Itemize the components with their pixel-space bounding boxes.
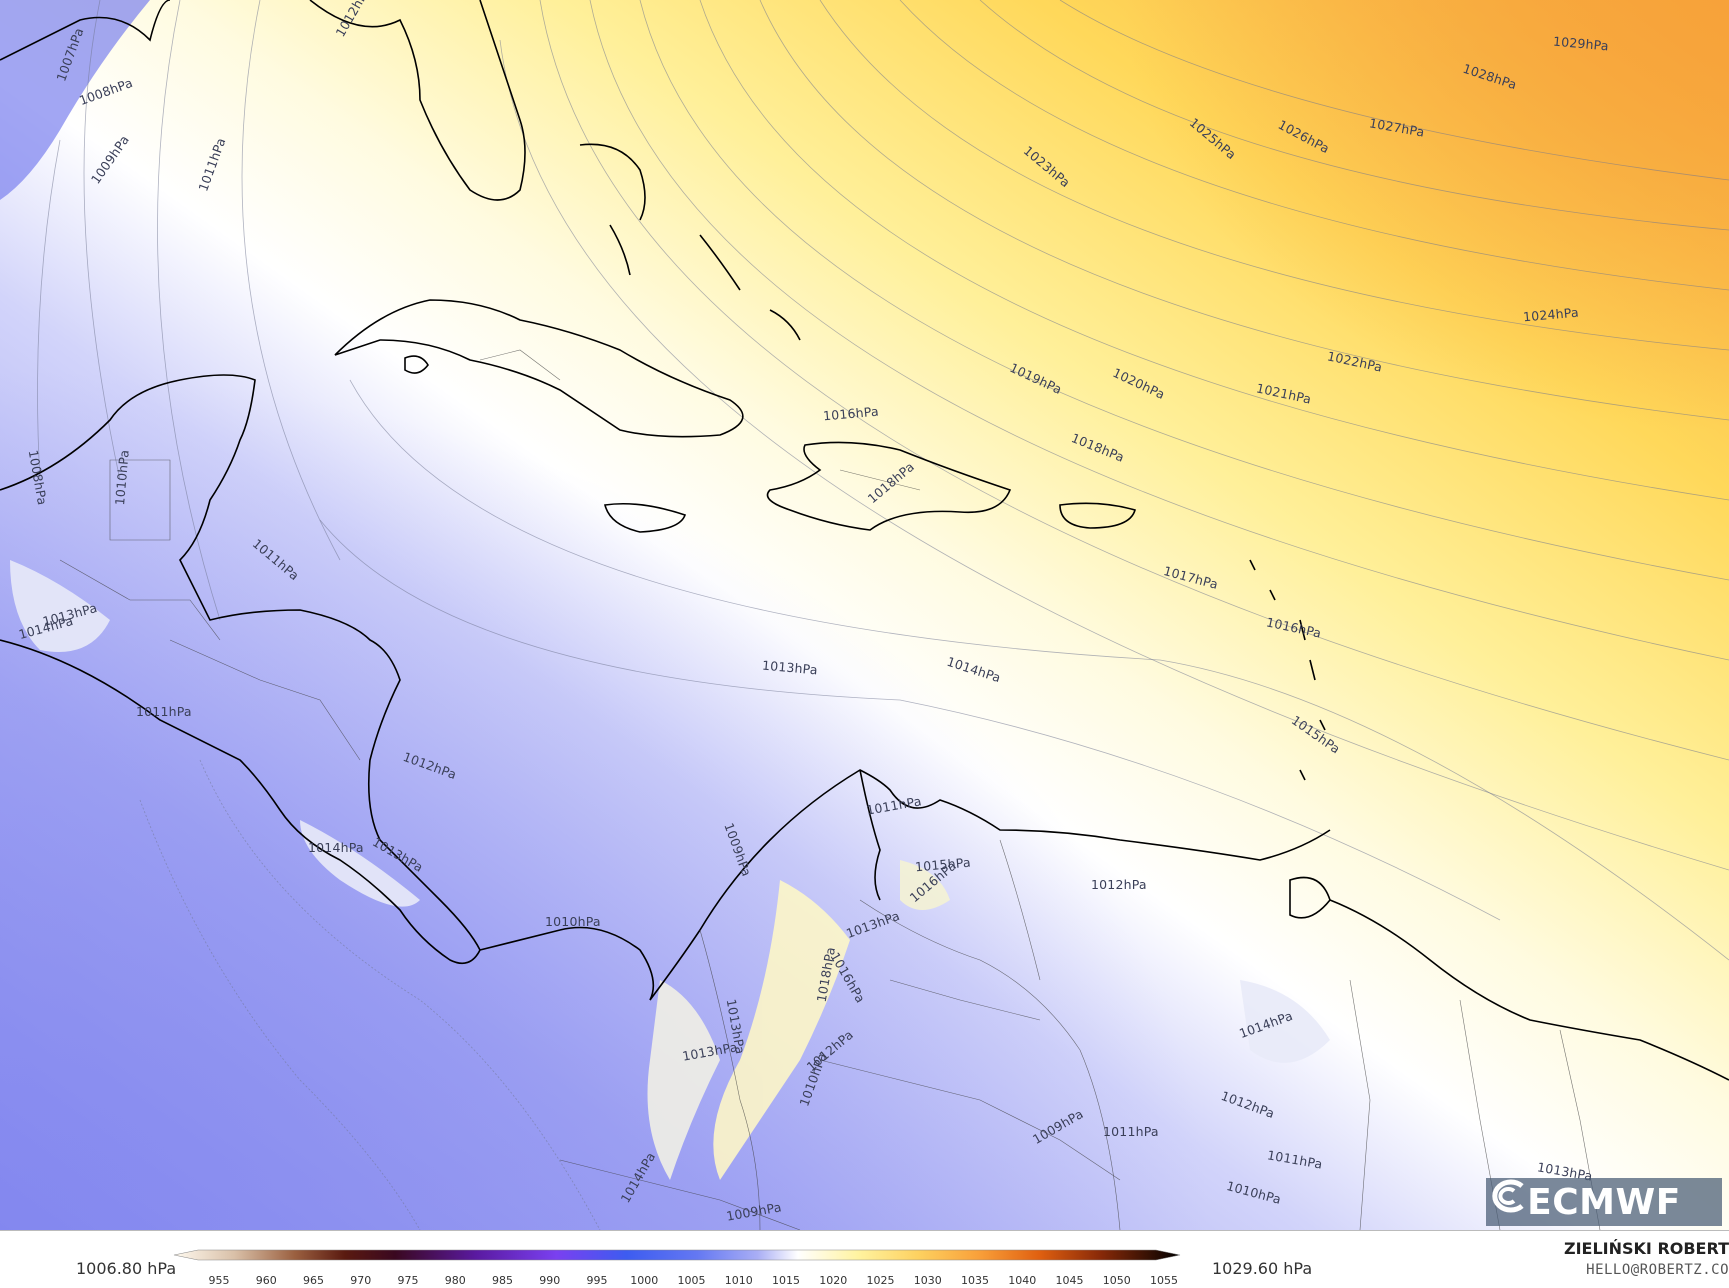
author-email: HELLO@ROBERTZ.CO <box>1586 1262 1729 1278</box>
colorbar-tick-label: 985 <box>492 1274 513 1287</box>
colorbar-tick-label: 990 <box>539 1274 560 1287</box>
colorbar-tick-label: 1015 <box>772 1274 800 1287</box>
max-pressure-value: 1029.60 hPa <box>1212 1259 1312 1278</box>
ecmwf-logo-icon <box>1486 1178 1526 1214</box>
colorbar-tick-label: 1000 <box>630 1274 658 1287</box>
colorbar-legend: 955 960 965 970 975 980 985 990 995 1000 1005 1010 1… <box>0 1230 1729 1288</box>
author-credit: ZIELIŃSKI ROBERT <box>1564 1239 1729 1258</box>
colorbar-tick-label: 1025 <box>867 1274 895 1287</box>
isobar-label: 1011hPa <box>136 704 192 719</box>
colorbar-tick-label: 1035 <box>961 1274 989 1287</box>
colorbar-tick-label: 995 <box>587 1274 608 1287</box>
colorbar-tick-label: 1055 <box>1150 1274 1178 1287</box>
colorbar-tick-label: 955 <box>209 1274 230 1287</box>
ecmwf-logo: ECMWF <box>1486 1178 1722 1226</box>
min-pressure-value: 1006.80 hPa <box>76 1259 176 1278</box>
colorbar-tick-label: 1050 <box>1103 1274 1131 1287</box>
isobar-label: 1012hPa <box>1091 877 1147 892</box>
ecmwf-logo-text: ECMWF <box>1527 1182 1681 1223</box>
colorbar-tick-label: 980 <box>445 1274 466 1287</box>
colorbar-tick-label: 975 <box>398 1274 419 1287</box>
colorbar-tick-label: 1020 <box>819 1274 847 1287</box>
colorbar-tick-label: 960 <box>256 1274 277 1287</box>
isobar-label: 1011hPa <box>1103 1124 1159 1139</box>
colorbar-tick-label: 1005 <box>678 1274 706 1287</box>
colorbar-tick-label: 965 <box>303 1274 324 1287</box>
pressure-field <box>0 0 1729 1230</box>
isobar-label: 1014hPa <box>308 840 364 855</box>
colorbar-tick-label: 1010 <box>725 1274 753 1287</box>
colorbar-tick-label: 1030 <box>914 1274 942 1287</box>
colorbar-tick-label: 1040 <box>1008 1274 1036 1287</box>
isobar-label: 1010hPa <box>545 914 601 929</box>
colorbar-tick-label: 970 <box>350 1274 371 1287</box>
colorbar-tick-label: 1045 <box>1056 1274 1084 1287</box>
